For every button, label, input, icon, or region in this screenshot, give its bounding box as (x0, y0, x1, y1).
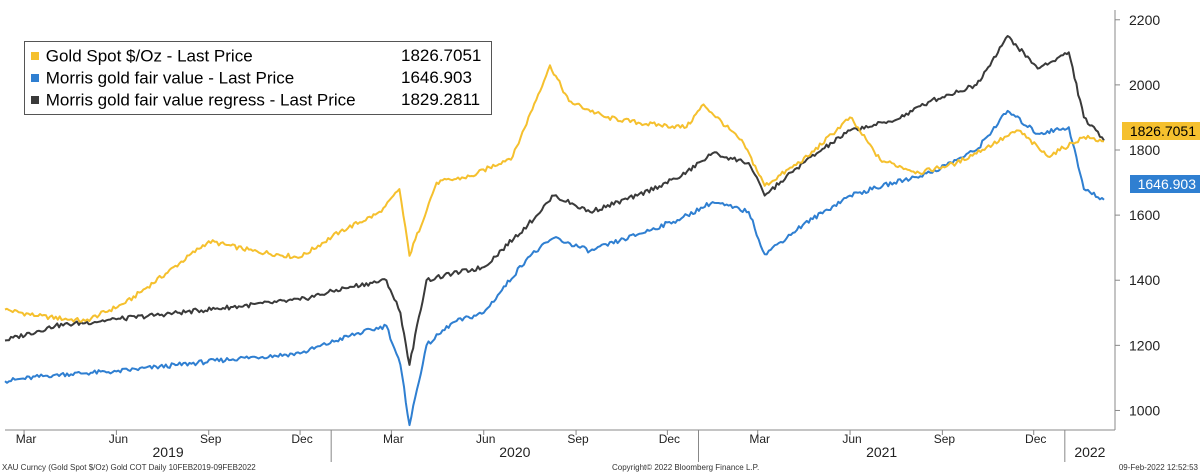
legend-label-gold-spot: Gold Spot $/Oz - Last Price (45, 46, 253, 66)
y-tick-label: 1800 (1129, 142, 1160, 158)
x-tick-label: Mar (749, 432, 770, 446)
footer-timestamp: 09-Feb-2022 12:52:53 (1118, 463, 1198, 472)
legend-item-gold-spot: Gold Spot $/Oz - Last Price 1826.7051 (31, 45, 481, 67)
series-layer (4, 35, 1105, 427)
legend-value-fair-value: 1646.903 (401, 68, 472, 87)
legend-label-fair-value: Morris gold fair value - Last Price (45, 68, 295, 88)
x-tick-label: Sep (567, 432, 589, 446)
footer-source: XAU Curncy (Gold Spot $/Oz) Gold COT Dai… (2, 463, 256, 472)
plot-frame (5, 10, 1116, 431)
year-label: 2022 (1074, 444, 1105, 460)
callout-gold-spot: 1826.7051 (1121, 122, 1200, 140)
y-tick-label: 2000 (1129, 77, 1160, 93)
legend-value-fair-value-regress: 1829.2811 (401, 90, 481, 109)
x-tick-label: Dec (659, 432, 680, 446)
callout-gold-spot-value: 1826.7051 (1129, 123, 1196, 139)
x-tick-label: Mar (16, 432, 37, 446)
y-axis: 1000 1200 1400 1600 1800 2000 2200 (1115, 12, 1160, 418)
series-line-fair-value-regress (4, 35, 1105, 366)
x-tick-label: Sep (200, 432, 222, 446)
legend-swatch-fair-value-regress (31, 95, 39, 104)
y-tick-label: 2200 (1129, 12, 1160, 28)
legend-item-fair-value-regress: Morris gold fair value regress - Last Pr… (31, 89, 480, 111)
legend-value-gold-spot: 1826.7051 (401, 46, 482, 65)
legend-item-fair-value: Morris gold fair value - Last Price 1646… (31, 67, 472, 89)
x-tick-label: Sep (934, 432, 956, 446)
x-tick-label: Dec (1025, 432, 1046, 446)
x-axis: Mar Jun Sep Dec Mar Jun Sep Dec Mar Jun Sep Dec 2019… (16, 430, 1106, 462)
x-tick-label: Jun (842, 432, 861, 446)
y-tick-label: 1200 (1129, 337, 1160, 353)
series-line-fair-value (4, 109, 1105, 427)
year-label: 2021 (866, 444, 897, 460)
x-tick-label: Mar (383, 432, 404, 446)
legend-swatch-fair-value (31, 73, 39, 82)
y-tick-label: 1000 (1129, 402, 1160, 418)
x-tick-label: Dec (291, 432, 312, 446)
legend-label-fair-value-regress: Morris gold fair value regress - Last Pr… (45, 90, 356, 110)
legend: Gold Spot $/Oz - Last Price 1826.7051 Mo… (24, 41, 492, 115)
legend-swatch-gold-spot (31, 51, 39, 60)
y-tick-label: 1600 (1129, 207, 1160, 223)
series-line-gold-spot (4, 64, 1104, 323)
callout-fair-value-value: 1646.903 (1137, 176, 1196, 192)
x-tick-label: Jun (476, 432, 495, 446)
x-tick-label: Jun (109, 432, 128, 446)
year-label: 2019 (153, 444, 184, 460)
y-tick-label: 1400 (1129, 272, 1160, 288)
year-label: 2020 (499, 444, 530, 460)
callout-fair-value: 1646.903 (1129, 175, 1200, 193)
footer-copyright: Copyright© 2022 Bloomberg Finance L.P. (612, 463, 760, 472)
